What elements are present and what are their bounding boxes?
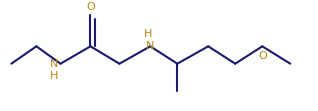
Text: H: H	[50, 71, 59, 81]
Text: H: H	[144, 29, 153, 39]
Text: O: O	[86, 2, 95, 12]
Text: N: N	[50, 59, 59, 69]
Text: N: N	[146, 41, 155, 51]
Text: O: O	[258, 51, 267, 61]
